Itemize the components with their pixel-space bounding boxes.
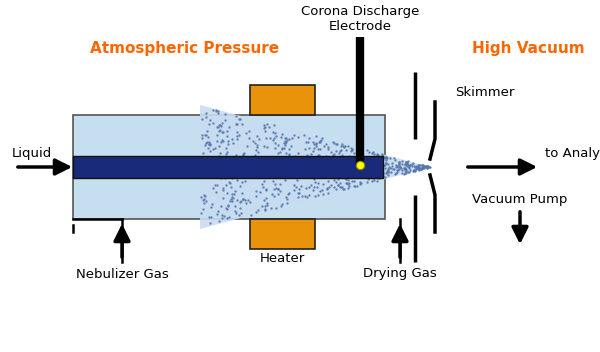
Text: Heater: Heater xyxy=(260,252,305,265)
Text: Electrode: Electrode xyxy=(329,19,392,32)
Text: Nebulizer Gas: Nebulizer Gas xyxy=(76,268,169,281)
Bar xyxy=(73,115,385,219)
Text: Corona Discharge: Corona Discharge xyxy=(301,6,419,19)
Bar xyxy=(250,85,315,115)
Text: Drying Gas: Drying Gas xyxy=(363,268,437,281)
Text: Liquid: Liquid xyxy=(12,146,52,159)
Bar xyxy=(250,219,315,249)
Polygon shape xyxy=(200,105,430,229)
Text: Atmospheric Pressure: Atmospheric Pressure xyxy=(91,42,280,57)
Text: to Analyzer: to Analyzer xyxy=(545,146,600,159)
Text: High Vacuum: High Vacuum xyxy=(472,42,584,57)
Bar xyxy=(73,156,383,178)
Text: Skimmer: Skimmer xyxy=(455,86,514,99)
Text: Vacuum Pump: Vacuum Pump xyxy=(472,193,568,206)
